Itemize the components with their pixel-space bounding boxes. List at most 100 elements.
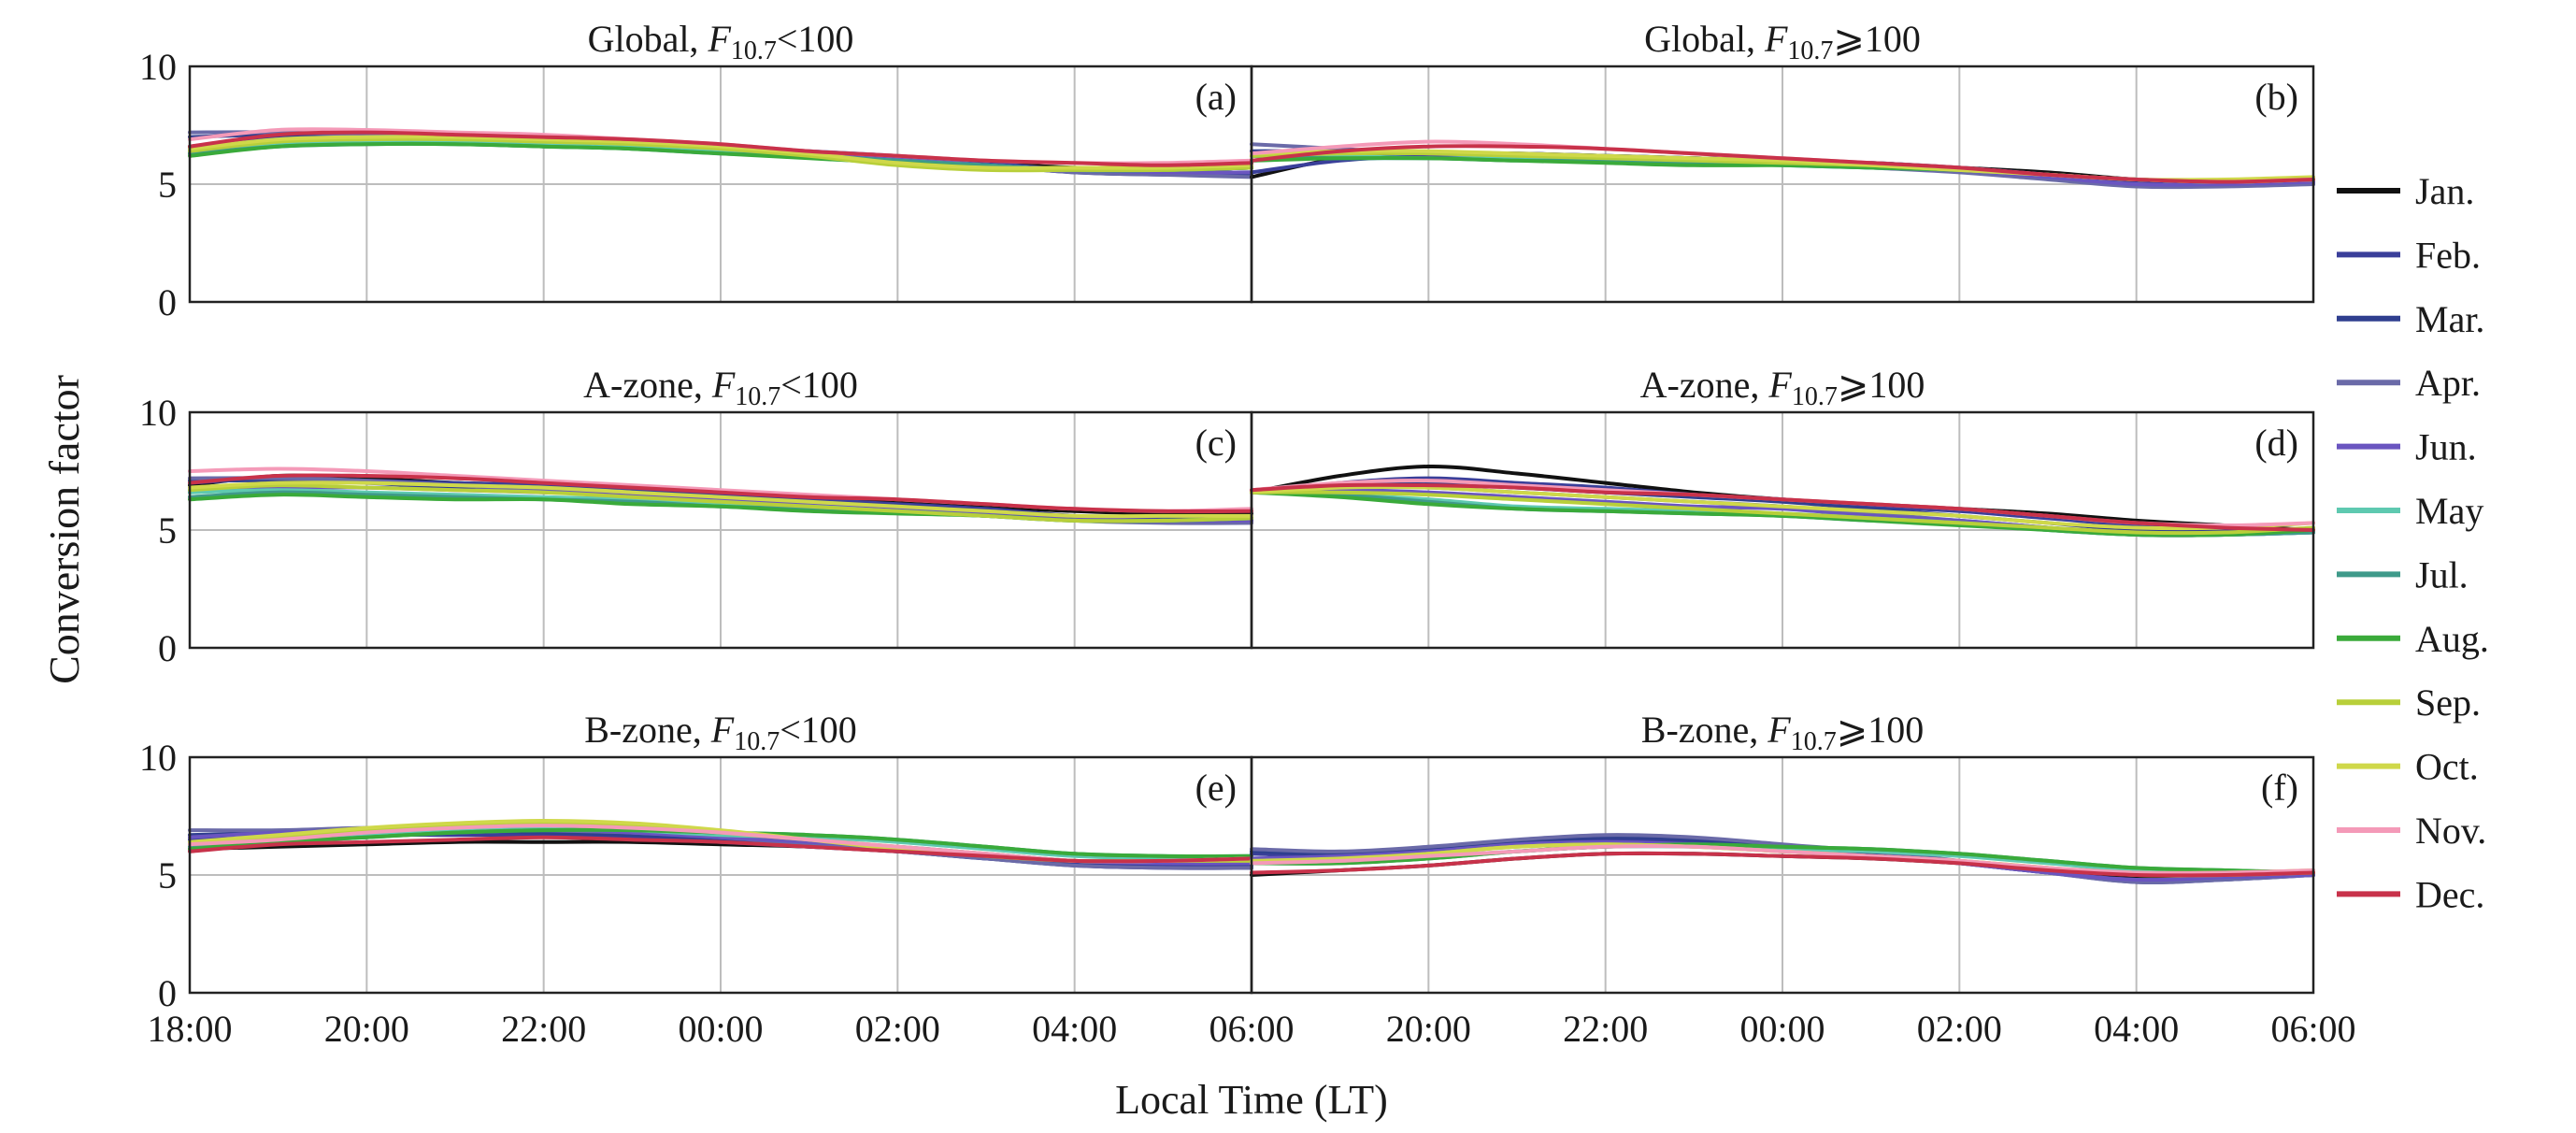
panel-title-prefix: A-zone, xyxy=(1640,364,1769,406)
legend-label: Jul. xyxy=(2415,553,2469,595)
series-line-sep xyxy=(1250,490,2315,536)
panel-title: A-zone, F10.7<100 xyxy=(583,364,858,411)
panel-title-var: F xyxy=(1767,364,1792,406)
y-tick-label: 10 xyxy=(139,392,177,434)
panel-f: (f) B-zone, F10.7⩾100 20:00 22:00 00:00 02:00… xyxy=(1250,709,2356,1050)
y-tick-label: 5 xyxy=(158,854,177,896)
panel-label: (b) xyxy=(2254,76,2298,118)
y-tick-label: 0 xyxy=(158,627,177,669)
panel-title-subscript: 10.7 xyxy=(1791,727,1837,756)
x-tick-label: 06:00 xyxy=(2270,1008,2355,1050)
panel-label: (c) xyxy=(1195,422,1237,464)
legend-label: Jun. xyxy=(2415,426,2477,468)
panel-title-condition: ⩾100 xyxy=(1838,364,1925,406)
panel-title-subscript: 10.7 xyxy=(1792,382,1838,411)
legend-label: Mar. xyxy=(2415,298,2484,340)
panel-title: B-zone, F10.7⩾100 xyxy=(1641,709,1924,756)
x-axis-label: Local Time (LT) xyxy=(1115,1077,1388,1123)
series-line-oct xyxy=(188,135,1253,170)
series-line-dec xyxy=(188,835,1253,864)
panel-label: (f) xyxy=(2261,767,2298,809)
panel-title-prefix: B-zone, xyxy=(584,709,711,751)
series-line-dec xyxy=(1250,482,2315,532)
y-tick-label: 10 xyxy=(139,46,177,88)
x-tick-label: 04:00 xyxy=(1032,1008,1117,1050)
x-tick-label: 04:00 xyxy=(2094,1008,2179,1050)
panel-title-prefix: B-zone, xyxy=(1641,709,1768,751)
x-tick-label: 02:00 xyxy=(1917,1008,2002,1050)
series-line-apr xyxy=(1250,833,2315,884)
panel-e: 0 5 10 (e) B-zone, F10.7<100 18:00 20:00 22:00 0… xyxy=(139,709,1295,1050)
panel-title-condition: <100 xyxy=(777,18,854,60)
legend-label: Jan. xyxy=(2415,170,2474,212)
series-line-sep xyxy=(188,483,1253,523)
x-tick-label: 22:00 xyxy=(501,1008,586,1050)
plot-frame xyxy=(1250,755,2315,995)
series-line-may xyxy=(188,825,1253,861)
series-line-aug xyxy=(1250,490,2315,538)
x-tick-label: 06:00 xyxy=(1209,1008,1294,1050)
panel-title-condition: ⩾100 xyxy=(1833,18,1921,60)
panel-title-subscript: 10.7 xyxy=(734,727,780,756)
x-tick-label: 00:00 xyxy=(1739,1008,1825,1050)
x-tick-label: 18:00 xyxy=(147,1008,232,1050)
legend-label: Sep. xyxy=(2415,681,2481,724)
panel-title-condition: ⩾100 xyxy=(1837,709,1925,751)
panel-title-prefix: Global, xyxy=(1644,18,1765,60)
panel-title-prefix: A-zone, xyxy=(583,364,712,406)
series-line-dec xyxy=(1250,851,2315,878)
panel-b: (b) Global, F10.7⩾100 xyxy=(1250,18,2315,304)
legend-label: Feb. xyxy=(2415,234,2481,276)
legend-label: Oct. xyxy=(2415,746,2479,788)
panel-d: (d) A-zone, F10.7⩾100 xyxy=(1250,364,2315,650)
y-tick-label: 5 xyxy=(158,164,177,206)
panel-title-condition: <100 xyxy=(780,364,858,406)
legend-label: Aug. xyxy=(2415,618,2489,660)
panel-label: (a) xyxy=(1195,76,1237,118)
y-tick-label: 10 xyxy=(139,737,177,779)
panel-title: Global, F10.7⩾100 xyxy=(1644,18,1921,65)
y-tick-label: 5 xyxy=(158,509,177,552)
x-tick-label: 20:00 xyxy=(1386,1008,1471,1050)
series-line-mar xyxy=(1250,480,2315,535)
y-axis-label: Conversion factor xyxy=(40,375,88,684)
legend-label: Apr. xyxy=(2415,362,2481,404)
panel-title-var: F xyxy=(1767,709,1791,751)
series-line-oct xyxy=(188,480,1253,519)
series-line-nov xyxy=(1250,844,2315,875)
panel-title-prefix: Global, xyxy=(588,18,708,60)
panel-title: B-zone, F10.7<100 xyxy=(584,709,857,756)
panel-c: 0 5 10 (c) A-zone, F10.7<100 xyxy=(139,364,1253,669)
panel-title: A-zone, F10.7⩾100 xyxy=(1640,364,1925,411)
legend-label: Nov. xyxy=(2415,810,2486,852)
series-line-dec xyxy=(188,473,1253,514)
legend-label: May xyxy=(2415,490,2483,532)
series-line-dec xyxy=(1250,144,2315,184)
plot-frame xyxy=(1250,65,2315,304)
y-tick-label: 0 xyxy=(158,281,177,323)
panel-title-var: F xyxy=(711,364,736,406)
panel-title-subscript: 10.7 xyxy=(1787,36,1833,65)
legend-label: Dec. xyxy=(2415,873,2484,915)
x-tick-label: 00:00 xyxy=(678,1008,763,1050)
panel-title-var: F xyxy=(707,18,731,60)
series-line-sep xyxy=(188,136,1253,173)
y-tick-label: 0 xyxy=(158,972,177,1014)
x-tick-label: 02:00 xyxy=(855,1008,940,1050)
panel-title-condition: <100 xyxy=(780,709,857,751)
series-line-dec xyxy=(188,130,1253,167)
panel-title-subscript: 10.7 xyxy=(735,382,780,411)
x-tick-label: 22:00 xyxy=(1563,1008,1648,1050)
panel-title: Global, F10.7<100 xyxy=(588,18,854,65)
series-line-oct xyxy=(1250,485,2315,531)
legend: Jan. Feb. Mar. Apr. Jun. May Jul. Aug. Sep. Oct. N… xyxy=(2337,170,2489,915)
plot-frame xyxy=(1250,410,2315,650)
series-line-aug xyxy=(1250,842,2315,875)
panel-a: 0 5 10 (a) Global, F10.7<100 xyxy=(139,18,1253,323)
x-tick-label: 20:00 xyxy=(324,1008,409,1050)
panel-title-subscript: 10.7 xyxy=(731,36,777,65)
panel-label: (e) xyxy=(1195,767,1237,809)
panel-title-var: F xyxy=(710,709,735,751)
panel-label: (d) xyxy=(2254,422,2298,464)
